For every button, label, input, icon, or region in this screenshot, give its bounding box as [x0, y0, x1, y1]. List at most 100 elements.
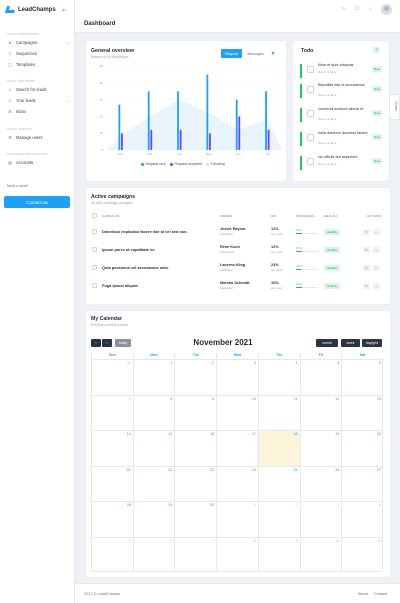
calendar-day-cell[interactable]: 18 [257, 430, 300, 466]
sidebar-item-accounts[interactable]: ▤ Accounts [7, 160, 71, 165]
more-icon[interactable]: ⋯ [373, 265, 380, 271]
chat-icon[interactable]: ☐ [355, 6, 360, 12]
calendar-day-cell[interactable]: 7 [174, 536, 217, 572]
tickets-side-tab[interactable]: Tickets [389, 94, 400, 120]
calendar-day-cell[interactable]: 15 [132, 430, 175, 466]
next-month-button[interactable]: › [102, 339, 112, 347]
calendar-day-cell[interactable]: 5 [299, 359, 342, 395]
bell-icon[interactable]: ♪ [369, 6, 372, 12]
edit-icon[interactable]: ✎ [363, 247, 370, 253]
column-header-progress: Progress [296, 214, 315, 218]
sidebar-item-your-leads[interactable]: ☺ Your leads ⌄ [7, 98, 71, 103]
campaign-name[interactable]: Fuga ipsum aliquid. [102, 283, 139, 288]
edit-icon[interactable]: ✎ [363, 283, 370, 289]
calendar-day-cell[interactable]: 8 [216, 536, 258, 572]
todo-checkbox[interactable] [307, 86, 314, 93]
calendar-day-cell[interactable]: 14 [91, 430, 133, 466]
campaign-name[interactable]: Doloribus explicabo facere iste id vel s… [102, 229, 188, 234]
calendar-day-cell[interactable]: 16 [174, 430, 217, 466]
filter-icon[interactable]: ▼ [270, 50, 276, 57]
progress-bar [296, 251, 318, 253]
calendar-day-cell[interactable]: 11 [257, 394, 300, 430]
calendar-day-cell[interactable]: 28 [91, 501, 133, 537]
avatar[interactable] [381, 4, 392, 15]
logo[interactable]: LeadChamps [5, 6, 56, 13]
calendar-day-cell[interactable]: 31 [91, 359, 133, 395]
week-view-button[interactable]: week [341, 339, 360, 347]
row-checkbox[interactable] [92, 229, 97, 234]
todo-checkbox[interactable] [307, 134, 314, 141]
sidebar-item-inbox[interactable]: ✉ Inbox [7, 109, 71, 114]
calendar-day-cell[interactable]: 6 [132, 536, 175, 572]
calendar-day-cell[interactable]: 17 [216, 430, 258, 466]
calendar-day-cell[interactable]: 24 [216, 465, 258, 501]
calendar-day-cell[interactable]: 1 [132, 359, 175, 395]
calendar-day-cell[interactable]: 12 [299, 394, 342, 430]
calendar-day-cell[interactable]: 2 [257, 501, 300, 537]
calendar-day-cell[interactable]: 22 [132, 465, 175, 501]
calendar-day-cell[interactable]: 10 [216, 394, 258, 430]
edit-icon[interactable]: ✎ [363, 229, 370, 235]
calendar-day-cell[interactable]: 26 [299, 465, 342, 501]
sidebar-item-sequences[interactable]: ≡ Sequences [7, 51, 71, 56]
calendar-day-cell[interactable]: 30 [174, 501, 217, 537]
campaign-name[interactable]: Quia possimus vel accusamus odio. [102, 265, 170, 270]
calendar-day-cell[interactable]: 13 [341, 394, 383, 430]
calendar-day-cell[interactable]: 1 [216, 501, 258, 537]
segment-messages-button[interactable]: Messages [247, 51, 264, 56]
logo-mark-icon [5, 6, 16, 13]
edit-icon[interactable]: ✎ [363, 265, 370, 271]
calendar-day-cell[interactable]: 27 [341, 465, 383, 501]
row-checkbox[interactable] [92, 283, 97, 288]
calendar-day-cell[interactable]: 9 [174, 394, 217, 430]
todo-checkbox[interactable] [307, 66, 314, 73]
todo-checkbox[interactable] [307, 158, 314, 165]
prev-month-button[interactable]: ‹ [91, 339, 101, 347]
todo-item[interactable]: commodi incidunt labore et Due in 2 days… [300, 107, 384, 125]
calendar-day-cell[interactable]: 20 [341, 430, 383, 466]
calendar-day-cell[interactable]: 3 [216, 359, 258, 395]
calendar-day-cell[interactable]: 5 [91, 536, 133, 572]
calendar-day-cell[interactable]: 8 [132, 394, 175, 430]
calendar-day-cell[interactable]: 7 [91, 394, 133, 430]
row-checkbox[interactable] [92, 247, 97, 252]
todo-item[interactable]: Blanditiis iste ut accusamus Due in 2 da… [300, 83, 384, 101]
campaign-name[interactable]: Ipsum porro ut cupiditate ex. [102, 247, 156, 252]
footer-link-about[interactable]: About [358, 592, 368, 596]
calendar-day-cell[interactable]: 19 [299, 430, 342, 466]
more-icon[interactable]: ⋯ [373, 247, 380, 253]
collapse-sidebar-icon[interactable]: ⇤ [62, 8, 68, 14]
calendar-day-cell[interactable]: 2 [174, 359, 217, 395]
more-icon[interactable]: ⋯ [373, 229, 380, 235]
sidebar-item-search-leads[interactable]: ⌕ Search for leads [7, 87, 71, 92]
segment-request-button[interactable]: Request [221, 49, 242, 58]
section-label-agents: Your agents [7, 127, 32, 131]
todo-item[interactable]: nulla dolorem ducimus facere Due in 2 da… [300, 131, 384, 149]
select-all-checkbox[interactable] [92, 213, 97, 218]
sidebar-item-campaigns[interactable]: ➤ Campaigns ⌄ [7, 40, 71, 45]
calendar-day-cell[interactable]: 11 [341, 536, 383, 572]
calendar-day-cell[interactable]: 21 [91, 465, 133, 501]
day-view-button[interactable]: day/grid [362, 339, 382, 347]
calendar-day-cell[interactable]: 29 [132, 501, 175, 537]
sidebar-item-manage-users[interactable]: ⚙ Manage users [7, 135, 71, 140]
calendar-day-cell[interactable]: 9 [257, 536, 300, 572]
today-button[interactable]: today [115, 339, 131, 347]
contact-us-button[interactable]: Contact us [4, 196, 70, 208]
calendar-day-cell[interactable]: 23 [174, 465, 217, 501]
todo-item[interactable]: Illum et quis voluptas Due in 2 days Now [300, 63, 384, 81]
row-checkbox[interactable] [92, 265, 97, 270]
sidebar-item-templates[interactable]: ▢ Templates [7, 62, 71, 67]
calendar-day-cell[interactable]: 25 [257, 465, 300, 501]
more-icon[interactable]: ⋯ [373, 283, 380, 289]
calendar-day-cell[interactable]: 4 [341, 501, 383, 537]
calendar-day-cell[interactable]: 6 [341, 359, 383, 395]
footer-link-contact[interactable]: Contact [374, 592, 388, 596]
month-view-button[interactable]: month [316, 339, 338, 347]
todo-checkbox[interactable] [307, 110, 314, 117]
todo-item[interactable]: vel officiis aut asperiore Due in 2 days… [300, 155, 384, 173]
calendar-day-cell[interactable]: 3 [299, 501, 342, 537]
calendar-day-cell[interactable]: 4 [257, 359, 300, 395]
calendar-day-cell[interactable]: 10 [299, 536, 342, 572]
activity-icon[interactable]: ∿ [341, 6, 346, 12]
